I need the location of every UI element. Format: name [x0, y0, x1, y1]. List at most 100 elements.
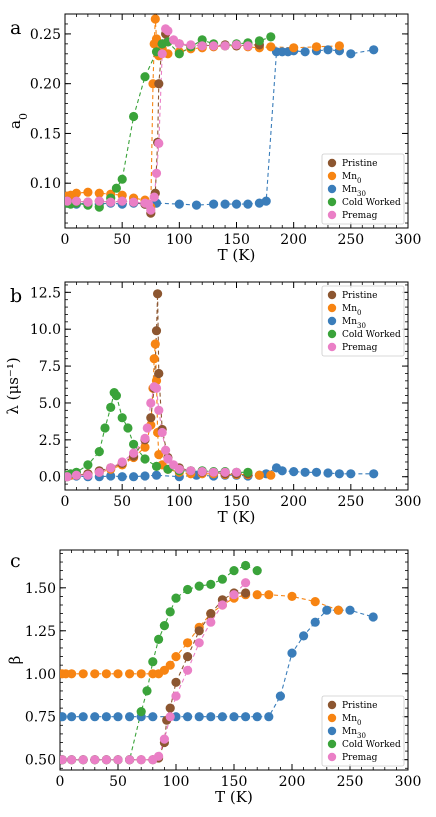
- x-axis-label: T (K): [218, 508, 256, 526]
- legend-label-Premag: Premag: [342, 753, 378, 763]
- data-point-Premag: [140, 433, 150, 443]
- y-tick-label: 0.25: [30, 27, 61, 43]
- data-point-Mn30: [231, 199, 242, 209]
- x-tick-label: 250: [337, 774, 364, 790]
- data-point-Mn30: [183, 712, 193, 722]
- legend-label-sub: 30: [357, 190, 366, 198]
- series-line-ColdWorked: [62, 564, 258, 761]
- data-point-Premag: [209, 41, 219, 51]
- data-point-Mn30: [174, 199, 184, 209]
- data-point-Mn30: [229, 712, 239, 722]
- data-point-ColdWorked: [206, 579, 216, 590]
- panel-c: 0 50 100 150 200 250 3000.500.751.001.251.50T …: [6, 549, 421, 806]
- series-line-Pristine: [67, 293, 248, 478]
- data-point-Mn0: [333, 605, 343, 615]
- data-point-Premag: [241, 578, 251, 588]
- data-point-ColdWorked: [94, 447, 104, 457]
- legend-marker-Mn30: [327, 184, 337, 194]
- legend-marker-Mn30: [327, 316, 337, 326]
- x-tick-label: 50: [109, 774, 127, 790]
- y-tick-label: 1.25: [25, 624, 56, 640]
- data-point-Mn30: [101, 712, 111, 722]
- data-point-ColdWorked: [241, 560, 251, 571]
- data-point-Premag: [78, 755, 88, 765]
- data-point-Premag: [106, 463, 116, 473]
- y-tick-label: 10.0: [30, 322, 61, 338]
- data-point-Premag: [117, 196, 127, 206]
- data-point-Mn0: [140, 442, 150, 452]
- legend-label-Mn0: Mn0: [342, 304, 361, 317]
- data-point-Premag: [117, 457, 127, 467]
- data-point-Mn0: [264, 590, 274, 600]
- data-point-Mn30: [322, 605, 332, 615]
- legend-marker-Pristine: [327, 700, 337, 710]
- data-point-Mn30: [148, 712, 158, 722]
- data-point-ColdWorked: [142, 686, 152, 696]
- data-point-Mn30: [369, 45, 379, 55]
- data-point-Mn0: [150, 14, 160, 24]
- y-tick-label: 2.5: [39, 433, 61, 449]
- data-point-Mn30: [206, 712, 216, 722]
- x-tick-label: 50: [113, 494, 131, 510]
- data-point-Premag: [231, 467, 242, 477]
- data-point-Mn30: [277, 466, 287, 476]
- data-point-Premag: [171, 691, 181, 701]
- data-point-Mn30: [299, 631, 309, 641]
- data-point-Mn30: [140, 471, 150, 481]
- x-tick-label: 150: [223, 232, 250, 248]
- data-point-Mn30: [368, 612, 378, 622]
- data-point-Premag: [125, 755, 135, 765]
- legend-label-Pristine: Pristine: [342, 291, 377, 301]
- data-point-Mn0: [113, 669, 123, 679]
- legend-marker-ColdWorked: [327, 329, 337, 339]
- data-point-Premag: [209, 467, 219, 477]
- legend-marker-Mn0: [327, 303, 337, 313]
- data-point-ColdWorked: [136, 707, 146, 717]
- data-point-Premag: [194, 638, 204, 648]
- legend-marker-Pristine: [327, 290, 337, 300]
- data-point-Mn0: [154, 450, 164, 460]
- legend-box: [321, 695, 405, 767]
- data-point-Premag: [154, 751, 164, 761]
- data-point-Premag: [186, 40, 196, 50]
- data-point-Mn30: [346, 469, 356, 479]
- legend-label-sub: 0: [357, 309, 361, 317]
- data-point-Mn0: [311, 42, 322, 52]
- data-point-Mn30: [129, 472, 139, 482]
- y-axis-label: a0: [6, 113, 30, 129]
- legend-label-sub: 30: [357, 322, 366, 330]
- data-point-Pristine: [165, 703, 175, 713]
- data-point-Premag: [129, 197, 139, 207]
- x-axis-label: T (K): [218, 246, 256, 264]
- data-point-Premag: [154, 138, 164, 148]
- data-point-Mn30: [300, 47, 310, 57]
- data-point-ColdWorked: [111, 391, 121, 401]
- y-axis-label-sub: 0: [17, 113, 30, 120]
- legend-label-sub: 0: [357, 177, 361, 185]
- data-point-Premag: [71, 470, 81, 480]
- data-point-Mn0: [149, 354, 159, 364]
- data-point-Mn0: [183, 638, 193, 648]
- data-point-ColdWorked: [148, 657, 158, 667]
- data-point-Premag: [174, 464, 184, 474]
- data-point-Mn30: [311, 467, 322, 477]
- data-point-Mn0: [289, 43, 299, 53]
- x-tick-label: 250: [337, 494, 364, 510]
- x-tick-label: 0: [56, 774, 65, 790]
- series-line-ColdWorked: [67, 36, 271, 208]
- data-point-Premag: [197, 467, 207, 477]
- data-point-Premag: [163, 26, 173, 36]
- data-point-Mn0: [136, 669, 146, 679]
- data-point-Premag: [113, 755, 123, 765]
- data-point-Premag: [146, 205, 156, 215]
- data-point-Premag: [243, 41, 253, 51]
- x-tick-label: 100: [166, 232, 193, 248]
- data-point-Mn30: [194, 712, 204, 722]
- data-point-Mn30: [90, 712, 100, 722]
- x-tick-label: 0: [61, 494, 70, 510]
- legend-marker-Mn30: [327, 726, 337, 736]
- legend-box: [321, 153, 405, 225]
- x-tick-label: 250: [337, 232, 364, 248]
- data-point-Mn0: [252, 590, 262, 600]
